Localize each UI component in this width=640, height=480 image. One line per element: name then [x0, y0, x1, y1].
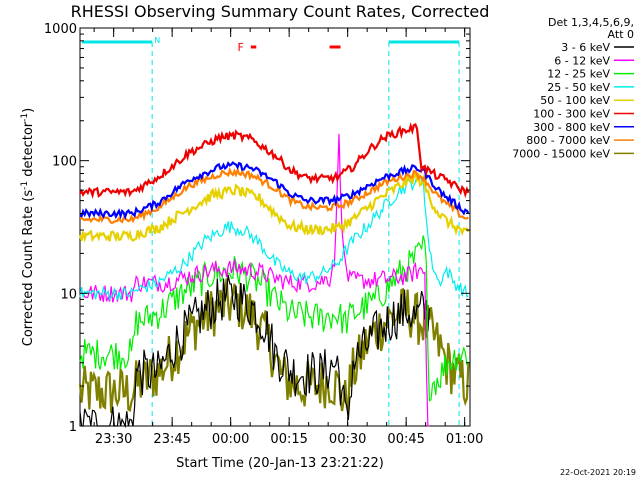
x-tick-label: 00:30 [329, 432, 366, 447]
flag-label: F [238, 41, 244, 54]
x-tick-label: 01:00 [446, 432, 483, 447]
series-line-4 [78, 170, 470, 243]
legend-entry: 100 - 300 keV [533, 108, 634, 121]
series-line-5 [79, 122, 470, 199]
legend-entry: 800 - 7000 keV [526, 134, 634, 147]
plot-area [79, 27, 471, 427]
series-line-1 [80, 133, 430, 427]
legend-label: 50 - 100 keV [540, 94, 610, 107]
y-tick-label: 1 [69, 420, 77, 435]
legend-label: 100 - 300 keV [533, 108, 610, 121]
x-tick-label: 23:30 [95, 432, 132, 447]
legend-entry: 300 - 800 keV [533, 121, 634, 134]
y-tick-label: 100 [52, 155, 77, 170]
series-layer [78, 122, 470, 429]
legend-label: 800 - 7000 keV [526, 134, 610, 147]
legend-entry: 3 - 6 keV [561, 41, 634, 54]
y-axis: 1 10 100 1000 [44, 22, 470, 435]
series-line-0 [79, 274, 430, 429]
legend-label: 25 - 50 keV [547, 81, 610, 94]
x-tick-label: 00:45 [387, 432, 424, 447]
flag-label: N [154, 36, 160, 45]
footer-date: 22-Oct-2021 20:19 [560, 468, 636, 477]
legend-entry: 6 - 12 keV [554, 54, 634, 67]
x-axis-label: Start Time (20-Jan-13 23:21:22) [176, 456, 384, 471]
legend-label: 12 - 25 keV [547, 68, 610, 81]
series-line-2 [79, 235, 469, 402]
observing-flags: NF [81, 36, 460, 54]
legend-label: 6 - 12 keV [554, 54, 610, 67]
legend-label: 7000 - 15000 keV [512, 147, 610, 160]
x-tick-label: 23:45 [153, 432, 190, 447]
series-line-7 [79, 166, 469, 224]
legend-entry: 25 - 50 keV [547, 81, 634, 94]
series-line-3 [79, 172, 469, 301]
legend-entry: 50 - 100 keV [540, 94, 634, 107]
legend-header-line-2: Att 0 [608, 28, 634, 41]
chart-title: RHESSI Observing Summary Count Rates, Co… [71, 2, 490, 21]
legend-label: 300 - 800 keV [533, 121, 610, 134]
series-line-6 [79, 160, 470, 220]
legend-label: 3 - 6 keV [561, 41, 610, 54]
legend-entry: 12 - 25 keV [547, 68, 634, 81]
x-axis: 23:30 23:45 00:00 00:15 00:30 00:45 01:00 [93, 28, 483, 447]
x-tick-label: 00:00 [212, 432, 249, 447]
y-axis-label: Corrected Count Rate (s-1 detector-1) [20, 108, 36, 346]
y-tick-label: 1000 [44, 22, 77, 37]
x-tick-label: 00:15 [270, 432, 307, 447]
y-tick-label: 10 [60, 287, 77, 302]
legend-entry: 7000 - 15000 keV [512, 147, 634, 160]
legend-header-line-1: Det 1,3,4,5,6,9, [548, 16, 634, 29]
